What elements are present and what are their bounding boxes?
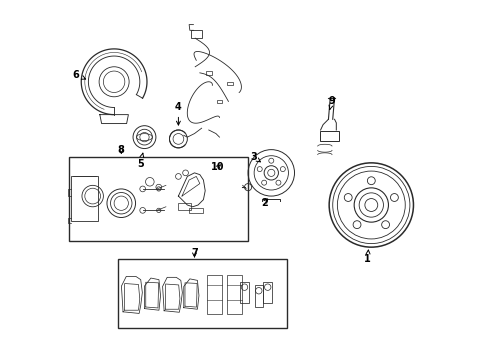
Bar [227,82,233,85]
Bar [263,282,271,303]
Bar [319,131,339,141]
Text: 7: 7 [191,248,198,258]
Text: 1: 1 [364,250,370,264]
Bar [178,203,190,210]
Bar [240,282,248,303]
Bar [206,275,222,314]
Bar [205,71,211,75]
Bar [190,30,201,38]
Bar [118,258,287,328]
Text: 3: 3 [249,152,260,162]
Text: 6: 6 [72,69,85,80]
Text: 4: 4 [175,102,182,125]
Bar [71,176,98,221]
Text: 2: 2 [260,198,267,208]
Text: 10: 10 [210,162,224,172]
Text: 5: 5 [137,153,143,169]
Bar [69,157,247,241]
Text: 8: 8 [118,145,124,155]
Bar [254,285,263,307]
Text: 9: 9 [328,96,335,109]
Bar [216,100,222,103]
Bar [226,275,241,314]
Bar [189,207,203,213]
